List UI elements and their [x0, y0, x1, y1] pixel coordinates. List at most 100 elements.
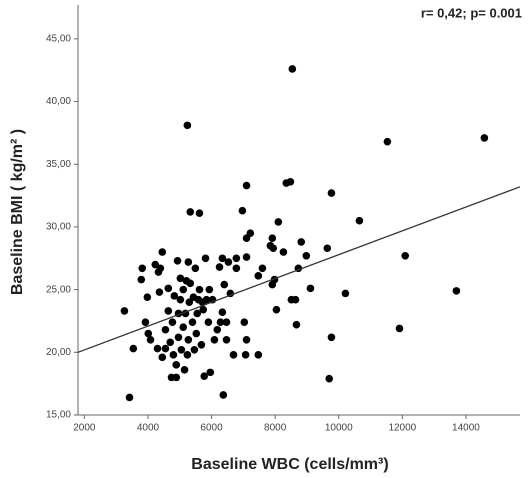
point — [176, 274, 185, 283]
point — [191, 264, 200, 273]
point — [215, 263, 224, 271]
point — [210, 335, 219, 344]
point — [190, 346, 199, 354]
point — [143, 293, 152, 301]
y-tick-label: 15,00 — [46, 410, 71, 421]
point — [254, 272, 263, 280]
point — [232, 264, 241, 273]
point — [216, 318, 225, 327]
point — [204, 318, 213, 327]
point — [156, 264, 165, 273]
point — [241, 351, 250, 359]
point — [158, 248, 167, 256]
point — [201, 254, 210, 263]
x-tick-label: 14000 — [452, 423, 480, 434]
point — [173, 256, 182, 265]
point — [219, 391, 228, 399]
point — [254, 351, 263, 359]
point — [164, 284, 173, 293]
point — [306, 284, 315, 293]
point — [141, 318, 150, 327]
point — [155, 288, 164, 296]
point — [268, 234, 277, 243]
point — [188, 318, 197, 327]
point — [232, 254, 241, 263]
x-tick-label: 6000 — [200, 423, 223, 434]
point — [240, 318, 249, 327]
point — [220, 280, 229, 289]
point — [238, 206, 247, 215]
y-tick-label: 45,00 — [46, 33, 71, 44]
point — [226, 289, 235, 298]
point — [186, 279, 195, 288]
point — [323, 244, 332, 253]
point — [179, 285, 188, 294]
x-tick-label: 12000 — [388, 423, 416, 434]
point — [258, 264, 267, 273]
point — [138, 264, 147, 273]
x-tick-label: 8000 — [264, 423, 287, 434]
y-tick-label: 20,00 — [46, 347, 71, 358]
point — [158, 353, 167, 362]
point — [218, 254, 227, 263]
point — [274, 218, 283, 226]
point — [166, 338, 175, 347]
y-tick-label: 40,00 — [46, 96, 71, 107]
point — [222, 318, 231, 327]
point — [172, 361, 181, 369]
point — [272, 305, 281, 314]
point — [297, 238, 306, 246]
point — [242, 181, 251, 190]
point — [327, 333, 336, 342]
point — [195, 209, 204, 217]
point — [355, 216, 364, 225]
x-tick-label: 10000 — [325, 423, 353, 434]
point — [183, 351, 192, 359]
point — [176, 295, 185, 304]
point — [202, 295, 211, 304]
point — [242, 253, 251, 261]
point — [144, 329, 153, 338]
y-axis-title: Baseline BMI ( kg/m² ) — [9, 129, 26, 295]
point — [302, 251, 311, 260]
point — [177, 346, 186, 354]
point — [185, 298, 194, 306]
point — [222, 335, 231, 344]
y-tick-label: 35,00 — [46, 159, 71, 170]
point — [206, 368, 215, 377]
point — [137, 275, 146, 284]
point — [341, 289, 350, 298]
point — [291, 295, 300, 304]
point — [279, 248, 288, 256]
point — [169, 351, 178, 359]
point — [246, 229, 255, 237]
point — [180, 366, 189, 374]
point — [218, 308, 227, 316]
point — [170, 292, 179, 300]
annotation: r= 0,42; p= 0.001 — [421, 5, 522, 20]
point — [120, 307, 129, 315]
point — [183, 121, 192, 130]
x-tick-label: 2000 — [73, 423, 96, 434]
point — [197, 340, 206, 349]
point — [327, 189, 336, 197]
point — [161, 344, 170, 353]
point — [383, 137, 392, 146]
point — [480, 134, 489, 142]
point — [242, 335, 251, 344]
point — [224, 258, 233, 266]
point — [205, 285, 214, 294]
point — [125, 393, 134, 402]
point — [184, 335, 193, 344]
point — [168, 318, 177, 327]
point — [213, 325, 222, 334]
point — [195, 285, 204, 294]
point — [452, 287, 461, 295]
point — [200, 372, 209, 380]
point — [153, 344, 162, 353]
point — [193, 309, 202, 318]
y-tick-label: 25,00 — [46, 284, 71, 295]
point — [325, 374, 334, 383]
point — [288, 65, 297, 73]
